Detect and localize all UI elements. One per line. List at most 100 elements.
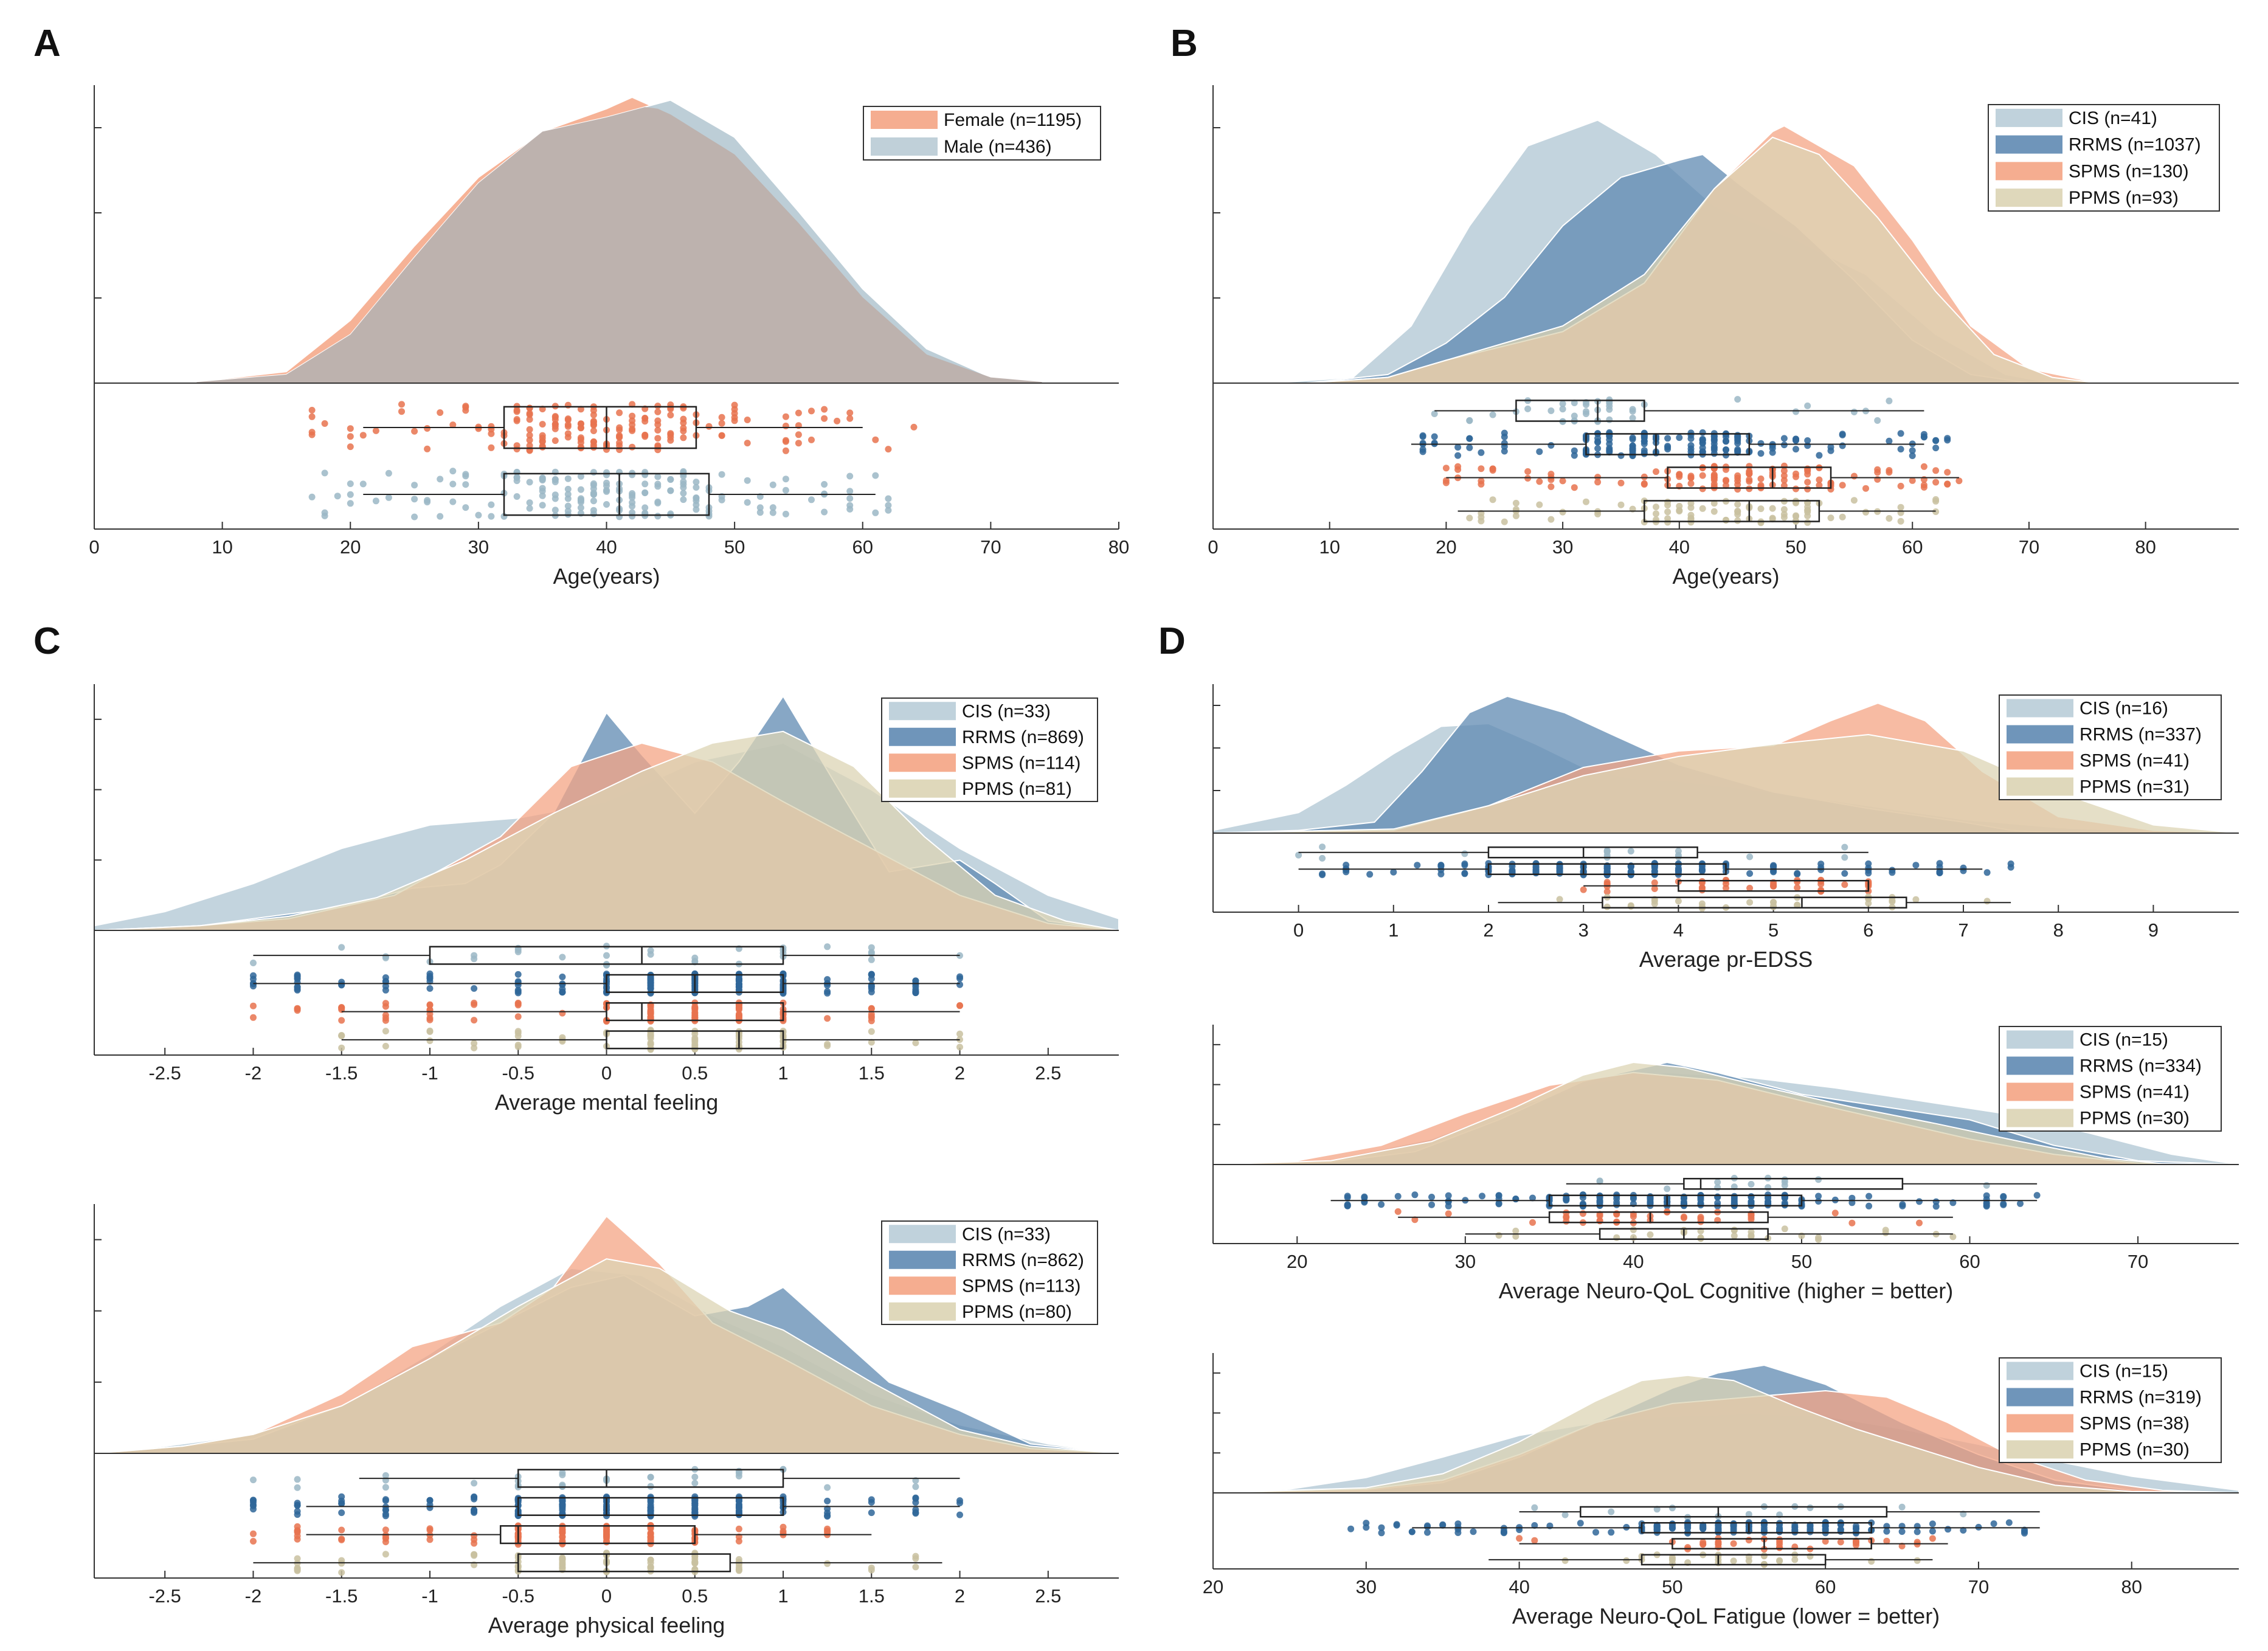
rain-point-RRMS [956, 981, 963, 988]
rain-point-RRMS [1815, 1198, 1822, 1205]
rain-point-RRMS [1699, 1523, 1707, 1530]
rain-point-PPMS [912, 1039, 919, 1047]
rain-point-PPMS [1949, 1233, 1957, 1241]
rain-point-PPMS [647, 1039, 654, 1047]
rain-point-CIS [338, 944, 345, 951]
rain-point-SPMS [338, 1017, 345, 1024]
rain-point-SPMS [471, 1017, 478, 1024]
rain-point-RRMS [1393, 1521, 1400, 1528]
x-axis-title: Average mental feeling [495, 1090, 719, 1115]
rain-point-RRMS [1932, 1203, 1940, 1210]
panel-B: B 0 10 20 30 40 50 60 70 80 Age(years) CIS (n=41) RR… [1170, 22, 2239, 589]
rain-point-CIS [382, 1484, 389, 1491]
rain-point-female [590, 427, 597, 434]
rain-point-PPMS [1723, 516, 1729, 524]
rain-point-CIS [1629, 407, 1636, 415]
rain-point-female [846, 415, 854, 422]
rain-point-RRMS [1883, 1528, 1890, 1535]
legend-label-PPMS: PPMS (n=31) [2080, 777, 2190, 797]
boxplot-RRMS [1585, 433, 1751, 455]
x-tick-label: 2.5 [1035, 1585, 1061, 1607]
x-tick-label: 2 [1483, 919, 1493, 941]
rain-point-SPMS [1757, 475, 1765, 482]
rain-point-RRMS [338, 981, 345, 988]
density-PPMS [1306, 136, 2100, 384]
rain-point-RRMS [1414, 862, 1421, 869]
rain-point-RRMS [956, 975, 963, 982]
rain-point-SPMS [1920, 482, 1927, 489]
x-tick-label: 0.5 [682, 1062, 708, 1084]
rain-point-CIS [1850, 409, 1858, 415]
rain-point-female [718, 420, 725, 427]
rain-point-RRMS [1889, 869, 1896, 876]
rain-point-RRMS [912, 1495, 919, 1502]
rain-point-SPMS [1442, 465, 1450, 472]
rain-point-SPMS [1651, 879, 1658, 887]
rain-point-RRMS [1827, 447, 1834, 454]
rain-point-PPMS [956, 1030, 963, 1037]
rain-point-female [782, 437, 789, 444]
rain-point-RRMS [559, 989, 566, 996]
rain-point-PPMS [1664, 499, 1672, 505]
rain-point-SPMS [1746, 885, 1754, 891]
rain-point-PPMS [912, 1555, 919, 1562]
x-axis-title: Average Neuro-QoL Cognitive (higher = be… [1499, 1278, 1953, 1303]
legend-label-RRMS: RRMS (n=862) [962, 1250, 1084, 1270]
rain-point-PPMS [824, 1560, 831, 1567]
rain-point-female [590, 444, 597, 451]
rain-point-SPMS [1454, 466, 1462, 473]
rain-point-RRMS [1990, 1520, 1997, 1528]
rain-point-female [795, 409, 802, 417]
rain-point-female [846, 409, 854, 417]
rain-point-RRMS [1816, 452, 1823, 459]
rain-point-female [667, 437, 674, 444]
rain-point-RRMS [1536, 448, 1543, 455]
rain-point-SPMS [1776, 1539, 1783, 1546]
rain-point-female [347, 425, 354, 432]
rain-point-female [488, 423, 495, 430]
rain-point-CIS [912, 1483, 919, 1490]
rain-point-male [590, 485, 597, 493]
rain-point-male [564, 502, 572, 510]
rain-point-female [667, 404, 674, 411]
rain-point-male [577, 486, 584, 493]
rain-point-SPMS [1699, 1539, 1707, 1546]
rain-point-male [551, 507, 559, 514]
rain-point-male [654, 513, 662, 520]
rain-point-RRMS [1361, 1193, 1368, 1200]
rain-point-RRMS [1960, 1527, 1967, 1534]
rain-point-SPMS [1816, 476, 1823, 483]
x-tick-label: 30 [1356, 1576, 1377, 1597]
rain-point-female [513, 408, 520, 415]
rain-point-SPMS [1848, 1219, 1856, 1227]
rain-point-SPMS [1770, 881, 1777, 888]
rain-point-RRMS [1431, 440, 1438, 446]
rain-point-PPMS [1780, 506, 1788, 513]
rain-point-female [449, 421, 457, 429]
rain-point-SPMS [514, 1000, 522, 1008]
rain-point-male [680, 496, 687, 504]
rain-point-CIS [1596, 1177, 1603, 1185]
rain-point-SPMS [514, 1013, 522, 1020]
boxplot-RRMS [1640, 1521, 1872, 1534]
rain-point-female [808, 436, 815, 443]
rain-point-RRMS [1479, 1192, 1485, 1200]
rain-point-PPMS [735, 1566, 742, 1573]
rain-point-PPMS [1617, 501, 1625, 508]
rain-point-CIS [1583, 410, 1589, 417]
rain-point-RRMS [2000, 1200, 2007, 1208]
rain-point-RRMS [1629, 435, 1636, 443]
legend-swatch-PPMS [889, 1302, 956, 1321]
legend-swatch-PPMS [889, 779, 956, 798]
rain-point-RRMS [1841, 870, 1848, 877]
rain-point-SPMS [1837, 1539, 1844, 1546]
boxplot-CIS [1683, 1177, 1904, 1190]
rain-point-SPMS [647, 1529, 654, 1537]
rain-point-male [321, 469, 328, 477]
x-tick-label: 0 [1293, 919, 1304, 941]
rain-point-SPMS [1563, 1213, 1570, 1220]
rain-point-RRMS [1668, 1525, 1676, 1532]
rain-point-SPMS [1944, 480, 1951, 488]
rain-point-CIS [647, 947, 654, 954]
rain-point-male [654, 483, 662, 490]
